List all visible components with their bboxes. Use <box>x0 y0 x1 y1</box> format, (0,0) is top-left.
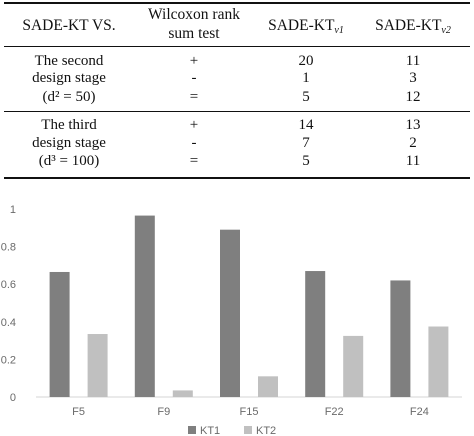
table-cell-sign: - <box>191 135 197 151</box>
header-sade-kt-v1-main: SADE-KT <box>268 17 335 34</box>
header-wilcoxon-line2: sum test <box>168 25 220 42</box>
bar-kt2-f9 <box>172 390 193 397</box>
x-tick-label: F5 <box>72 406 85 418</box>
y-tick-label: 0.8 <box>1 242 16 254</box>
x-axis-labels: F5 F9 F15 F22 F24 <box>72 406 429 418</box>
legend-swatch-kt1 <box>188 426 196 434</box>
y-tick-label: 0.4 <box>1 317 16 329</box>
table-cell-v2: 12 <box>405 89 421 105</box>
x-tick-label: F15 <box>240 406 259 418</box>
table-cell-v1: 5 <box>302 153 310 169</box>
group-label-line2: design stage <box>32 135 106 151</box>
legend-label-kt1: KT1 <box>200 425 220 436</box>
header-sade-kt-v1-sub: v1 <box>334 25 344 36</box>
table-cell-sign: = <box>189 153 199 169</box>
group-label-line3: (d² = 50) <box>42 89 96 105</box>
x-tick-label: F24 <box>410 406 429 418</box>
table-bottom-rule <box>4 177 470 179</box>
table-cell-v1: 1 <box>302 70 310 86</box>
group-label-line2: design stage <box>32 70 106 86</box>
bar-chart: 0 0.2 0.4 0.6 0.8 1 F5 F9 F15 F22 F24 KT1 KT2 <box>1 204 462 436</box>
table-cell-v2: 11 <box>405 53 421 69</box>
x-tick-label: F9 <box>157 406 170 418</box>
header-wilcoxon-line1: Wilcoxon rank <box>148 6 240 23</box>
table-cell-v2: 2 <box>409 135 417 151</box>
bar-kt1-f22 <box>305 271 326 397</box>
bar-kt2-f22 <box>343 335 364 397</box>
bar-kt1-f9 <box>134 215 155 397</box>
group-label-line1: The third <box>41 117 97 133</box>
bar-series <box>49 215 449 397</box>
header-sade-kt-v2-main: SADE-KT <box>375 17 442 34</box>
group-label-line1: The second <box>34 53 104 69</box>
bar-kt2-f24 <box>428 326 449 397</box>
y-tick-label: 0 <box>10 392 16 404</box>
table-top-rule <box>4 2 470 4</box>
bar-kt1-f24 <box>390 280 411 397</box>
chart-legend: KT1 KT2 <box>188 425 276 436</box>
y-tick-label: 0.2 <box>1 354 16 366</box>
table-header-rule <box>4 46 470 47</box>
bar-kt2-f15 <box>258 376 278 397</box>
table-cell-v2: 3 <box>409 70 417 86</box>
header-sade-kt-v2: SADE-KTv2 <box>358 16 468 38</box>
table-cell-sign: - <box>191 70 197 86</box>
legend-label-kt2: KT2 <box>256 425 276 436</box>
header-sade-kt-vs: SADE-KT VS. <box>22 17 116 34</box>
table-cell-v1: 5 <box>302 89 310 105</box>
y-axis-ticks: 0 0.2 0.4 0.6 0.8 1 <box>1 204 16 404</box>
bar-kt2-f5 <box>87 334 108 397</box>
table-cell-v1: 7 <box>302 135 310 151</box>
y-tick-label: 0.6 <box>1 279 16 291</box>
table-cell-sign: = <box>189 89 199 105</box>
table-cell-sign: + <box>189 53 199 69</box>
results-table: SADE-KT VS. Wilcoxon rank sum test SADE-… <box>0 0 474 182</box>
legend-swatch-kt2 <box>244 426 252 434</box>
bar-kt1-f5 <box>49 271 70 397</box>
x-tick-label: F22 <box>325 406 344 418</box>
bar-kt1-f15 <box>220 229 240 397</box>
y-tick-label: 1 <box>10 204 16 216</box>
table-cell-v2: 13 <box>405 117 421 133</box>
table-cell-v1: 20 <box>298 53 314 69</box>
header-sade-kt-v2-sub: v2 <box>441 25 451 36</box>
table-cell-sign: + <box>189 117 199 133</box>
table-group-rule <box>4 111 470 112</box>
table-cell-v1: 14 <box>298 117 314 133</box>
group-label-line3: (d³ = 100) <box>38 153 100 169</box>
header-sade-kt-v1: SADE-KTv1 <box>254 16 358 38</box>
table-cell-v2: 11 <box>405 153 421 169</box>
